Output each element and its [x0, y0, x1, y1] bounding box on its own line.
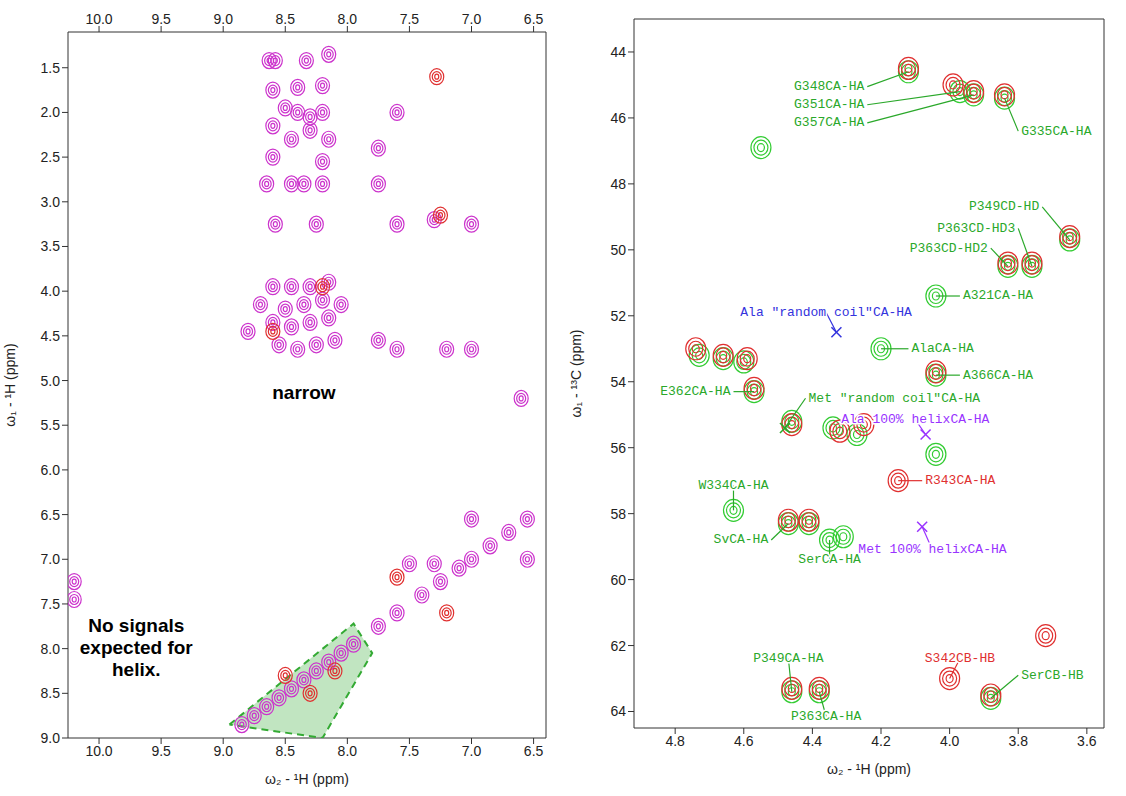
- svg-text:5.0: 5.0: [41, 373, 61, 389]
- svg-text:56: 56: [610, 440, 626, 456]
- svg-text:64: 64: [610, 703, 626, 719]
- svg-text:SerCA-HA: SerCA-HA: [798, 552, 861, 567]
- svg-text:1.5: 1.5: [41, 60, 61, 76]
- svg-text:4.5: 4.5: [41, 328, 61, 344]
- svg-text:G348CA-HA: G348CA-HA: [794, 79, 864, 94]
- svg-text:Ala 100% helixCA-HA: Ala 100% helixCA-HA: [841, 412, 989, 427]
- svg-text:62: 62: [610, 638, 626, 654]
- svg-text:3.8: 3.8: [1008, 733, 1028, 749]
- svg-text:R343CA-HA: R343CA-HA: [925, 473, 995, 488]
- svg-text:7.5: 7.5: [400, 743, 420, 759]
- svg-text:P363CD-HD3: P363CD-HD3: [937, 221, 1015, 236]
- svg-text:Met "random coil"CA-HA: Met "random coil"CA-HA: [809, 391, 981, 406]
- svg-text:8.5: 8.5: [41, 685, 61, 701]
- svg-text:9.0: 9.0: [213, 743, 233, 759]
- svg-text:3.5: 3.5: [41, 238, 61, 254]
- svg-text:46: 46: [610, 110, 626, 126]
- svg-text:6.0: 6.0: [41, 462, 61, 478]
- svg-text:No signalsexpected forhelix.: No signalsexpected forhelix.: [80, 615, 194, 680]
- svg-text:60: 60: [610, 572, 626, 588]
- svg-text:44: 44: [610, 44, 626, 60]
- svg-text:4.8: 4.8: [665, 733, 685, 749]
- svg-text:10.0: 10.0: [85, 743, 112, 759]
- svg-text:9.0: 9.0: [41, 730, 61, 746]
- svg-text:7.0: 7.0: [41, 551, 61, 567]
- svg-text:ω₁ - ¹³C (ppm): ω₁ - ¹³C (ppm): [568, 330, 584, 418]
- svg-text:ω₁ - ¹H (ppm): ω₁ - ¹H (ppm): [2, 343, 18, 426]
- svg-text:G351CA-HA: G351CA-HA: [794, 97, 864, 112]
- svg-text:7.0: 7.0: [462, 743, 482, 759]
- svg-text:G335CA-HA: G335CA-HA: [1021, 124, 1091, 139]
- svg-text:2.5: 2.5: [41, 149, 61, 165]
- svg-text:G357CA-HA: G357CA-HA: [794, 115, 864, 130]
- svg-text:58: 58: [610, 506, 626, 522]
- svg-text:3.6: 3.6: [1077, 733, 1097, 749]
- svg-text:4.6: 4.6: [734, 733, 754, 749]
- svg-text:AlaCA-HA: AlaCA-HA: [911, 341, 974, 356]
- svg-text:52: 52: [610, 308, 626, 324]
- svg-text:P363CD-HD2: P363CD-HD2: [910, 241, 988, 256]
- svg-text:SerCB-HB: SerCB-HB: [1021, 668, 1084, 683]
- svg-text:48: 48: [610, 176, 626, 192]
- svg-text:4.0: 4.0: [41, 283, 61, 299]
- svg-text:SvCA-HA: SvCA-HA: [714, 532, 769, 547]
- svg-text:Ala "random coil"CA-HA: Ala "random coil"CA-HA: [740, 305, 912, 320]
- svg-text:9.0: 9.0: [213, 11, 233, 27]
- svg-text:6.5: 6.5: [41, 507, 61, 523]
- svg-text:3.0: 3.0: [41, 194, 61, 210]
- svg-text:ω₂ - ¹H (ppm): ω₂ - ¹H (ppm): [265, 771, 349, 787]
- svg-text:4.0: 4.0: [940, 733, 960, 749]
- svg-text:7.0: 7.0: [462, 11, 482, 27]
- svg-text:A366CA-HA: A366CA-HA: [963, 368, 1033, 383]
- svg-text:2.0: 2.0: [41, 104, 61, 120]
- svg-text:9.5: 9.5: [151, 743, 171, 759]
- svg-text:8.0: 8.0: [338, 11, 358, 27]
- svg-text:8.0: 8.0: [338, 743, 358, 759]
- svg-text:7.5: 7.5: [400, 11, 420, 27]
- svg-text:P349CD-HD: P349CD-HD: [969, 199, 1039, 214]
- svg-text:P349CA-HA: P349CA-HA: [753, 651, 823, 666]
- svg-text:W334CA-HA: W334CA-HA: [698, 478, 768, 493]
- svg-text:4.2: 4.2: [871, 733, 891, 749]
- svg-text:Met 100% helixCA-HA: Met 100% helixCA-HA: [858, 542, 1006, 557]
- svg-text:7.5: 7.5: [41, 596, 61, 612]
- svg-text:A321CA-HA: A321CA-HA: [963, 288, 1033, 303]
- svg-text:E362CA-HA: E362CA-HA: [660, 384, 730, 399]
- svg-text:8.5: 8.5: [276, 11, 296, 27]
- svg-text:8.5: 8.5: [276, 743, 296, 759]
- svg-text:54: 54: [610, 374, 626, 390]
- svg-text:50: 50: [610, 242, 626, 258]
- svg-text:10.0: 10.0: [85, 11, 112, 27]
- svg-text:6.5: 6.5: [524, 11, 544, 27]
- svg-text:9.5: 9.5: [151, 11, 171, 27]
- svg-text:ω₂ - ¹H (ppm): ω₂ - ¹H (ppm): [827, 761, 911, 777]
- svg-text:narrow: narrow: [272, 382, 336, 403]
- svg-text:5.5: 5.5: [41, 417, 61, 433]
- svg-text:P363CA-HA: P363CA-HA: [791, 709, 861, 724]
- svg-text:8.0: 8.0: [41, 641, 61, 657]
- svg-text:S342CB-HB: S342CB-HB: [925, 651, 995, 666]
- svg-text:6.5: 6.5: [524, 743, 544, 759]
- svg-text:4.4: 4.4: [803, 733, 823, 749]
